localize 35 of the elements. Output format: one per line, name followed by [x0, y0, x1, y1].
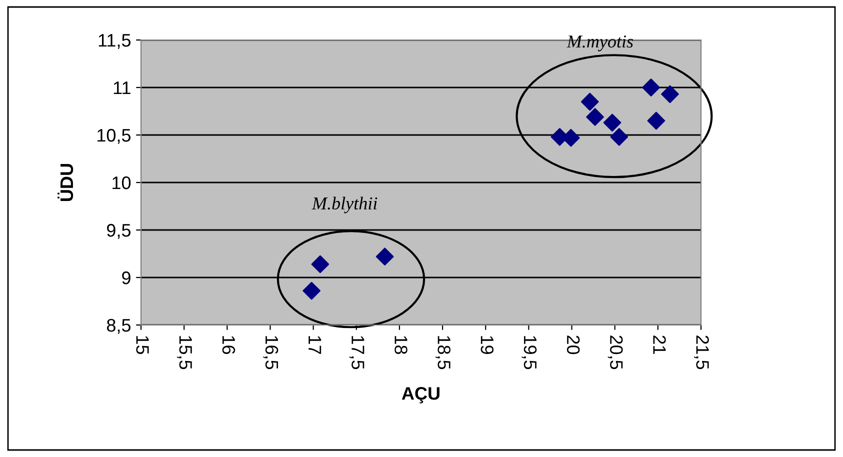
y-axis-title: ÜDU — [58, 164, 74, 201]
x-tick-label: 15,5 — [177, 336, 192, 370]
y-tick-label: 10,5 — [98, 128, 131, 144]
x-tick-label: 21 — [653, 336, 666, 354]
y-tick-label: 10 — [112, 176, 131, 190]
x-tick-label: 18,5 — [436, 336, 450, 370]
x-tick-label: 21,5 — [694, 336, 709, 370]
x-tick-label: 19,5 — [522, 336, 537, 370]
annotation: M.blythii — [312, 196, 378, 214]
point — [586, 108, 604, 126]
y-tick-label: 9,5 — [107, 224, 131, 239]
annotation: M.myotis — [566, 35, 633, 52]
point — [642, 78, 660, 96]
x-axis-title: AÇU — [402, 387, 440, 404]
y-tick-label: 9 — [122, 271, 130, 284]
y-tick-label: 11,5 — [98, 34, 131, 49]
point — [603, 114, 622, 132]
point — [661, 85, 679, 104]
x-tick-label: 17 — [308, 336, 322, 354]
point — [580, 92, 599, 111]
point — [647, 112, 666, 130]
x-tick-label: 16 — [222, 336, 236, 354]
x-tick-label: 17,5 — [349, 336, 364, 370]
x-tick-label: 20 — [566, 336, 580, 354]
point — [302, 282, 320, 300]
point — [376, 248, 394, 266]
x-tick-label: 15 — [136, 336, 149, 354]
point — [311, 255, 330, 274]
x-tick-label: 18 — [394, 336, 408, 354]
y-tick-label: 11 — [114, 82, 130, 94]
x-tick-label: 20,5 — [608, 336, 623, 370]
point — [610, 128, 628, 146]
x-tick-label: 19 — [480, 336, 494, 354]
x-tick-label: 16,5 — [263, 336, 278, 370]
y-tick-label: 8,5 — [106, 318, 131, 334]
